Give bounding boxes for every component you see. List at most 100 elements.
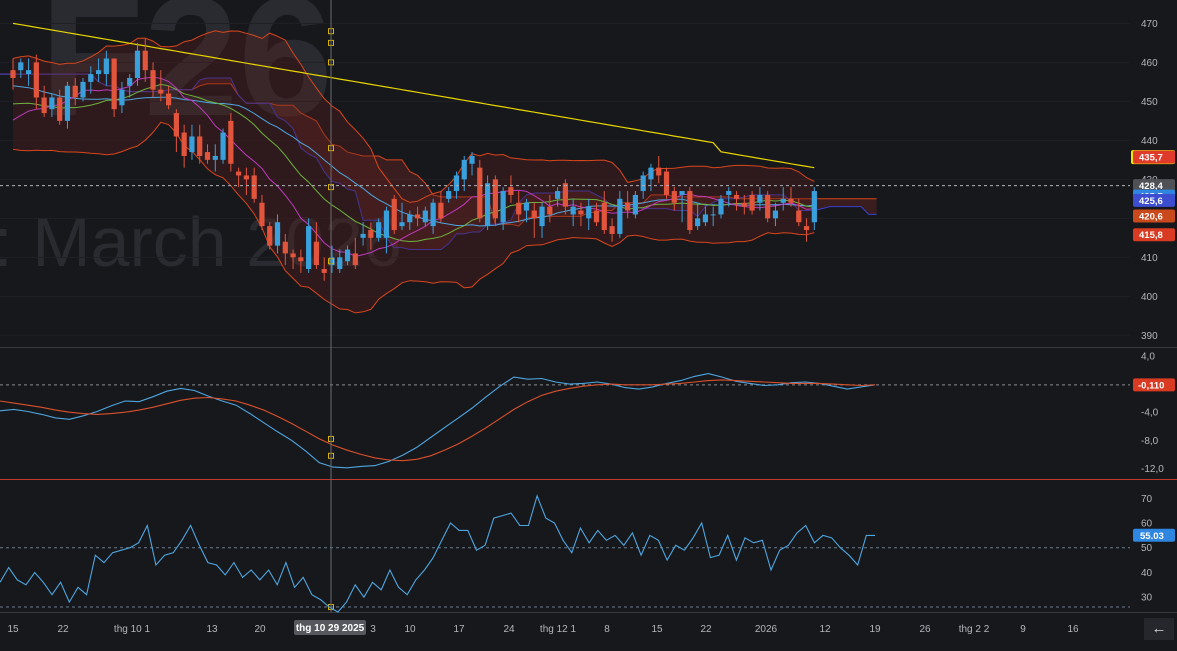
- time-axis[interactable]: 15 22 thg 10 1 13 20 3 10 17 24 thg 12 1 8 15 22 2026…: [7, 624, 1079, 635]
- price-tick-label: 450: [1141, 97, 1158, 108]
- time-tick-label: 24: [503, 624, 515, 635]
- candle-body: [469, 155, 475, 164]
- candle-body: [103, 58, 109, 75]
- candle-body: [702, 214, 709, 223]
- candle-body: [360, 233, 366, 238]
- candle-body: [313, 241, 320, 266]
- candle-body: [780, 198, 786, 203]
- candle-body: [88, 74, 94, 82]
- candle-body: [679, 191, 685, 195]
- macd-tick-label: -4,0: [1141, 408, 1159, 419]
- candle-body: [352, 253, 358, 266]
- macd-line: [0, 373, 876, 469]
- price-tick-label: 400: [1141, 292, 1158, 303]
- price-tick-label: 460: [1141, 58, 1158, 69]
- candle-body: [407, 214, 413, 223]
- bollinger-lower-line: [12, 121, 815, 314]
- time-tick-label: 13: [206, 624, 218, 635]
- candle-body: [251, 175, 257, 199]
- candle-body: [811, 191, 817, 223]
- candle-body: [555, 191, 561, 199]
- candle-body: [80, 81, 86, 98]
- candle-body: [57, 97, 63, 121]
- price-badge-label: 415,8: [1139, 230, 1163, 241]
- candle-body: [344, 249, 351, 262]
- candle-body: [274, 222, 281, 246]
- crosshair-date-label: thg 10 29 2025: [296, 623, 365, 634]
- bollinger-upper-line: [12, 30, 815, 203]
- candle-body: [399, 222, 405, 227]
- candle-body: [282, 241, 288, 254]
- candle-body: [695, 218, 701, 227]
- candle-body: [337, 257, 343, 270]
- macd-panel[interactable]: [0, 373, 1130, 469]
- rsi-tick-label: 60: [1141, 519, 1153, 530]
- time-tick-label: 19: [869, 624, 881, 635]
- candle-body: [733, 194, 740, 199]
- candle-body: [298, 257, 304, 262]
- rsi-value-label: 55.03: [1140, 531, 1164, 542]
- candle-body: [10, 70, 16, 78]
- price-tick-label: 410: [1141, 253, 1158, 264]
- candle-body: [609, 226, 615, 234]
- time-tick-label: 15: [7, 624, 19, 635]
- time-tick-label: 22: [700, 624, 712, 635]
- candle-body: [228, 120, 234, 164]
- candle-body: [321, 269, 327, 273]
- candle-body: [368, 230, 374, 238]
- candle-body: [772, 210, 779, 219]
- candle-body: [329, 257, 335, 266]
- candle-body: [18, 62, 24, 71]
- ma-long-line: [12, 22, 815, 169]
- candle-body: [220, 132, 226, 160]
- price-axis[interactable]: 390400410420430440450460470435,7428,4425…: [1131, 19, 1175, 604]
- time-tick-label: 8: [604, 624, 610, 635]
- candle-body: [500, 191, 506, 223]
- time-tick-label: 17: [453, 624, 465, 635]
- candle-body: [570, 206, 576, 215]
- ichimoku-cloud: [0, 74, 877, 250]
- price-tick-label: 440: [1141, 136, 1158, 147]
- candle-body: [204, 152, 211, 160]
- candle-body: [765, 194, 771, 219]
- price-panel[interactable]: [0, 22, 1130, 611]
- candle-body: [33, 62, 39, 98]
- candle-body: [516, 202, 522, 215]
- candle-body: [95, 70, 102, 75]
- watermark-description: r: March 2026: [0, 203, 402, 281]
- ma-10-line: [12, 76, 815, 258]
- scroll-to-latest-button[interactable]: ←: [1144, 618, 1174, 640]
- candle-body: [267, 226, 273, 246]
- candle-body: [593, 210, 600, 223]
- price-badge: [1133, 179, 1175, 193]
- time-tick-label: 10: [404, 624, 416, 635]
- price-badge: [1133, 150, 1175, 164]
- rsi-panel[interactable]: [0, 494, 1130, 613]
- macd-tick-label: 4,0: [1141, 352, 1155, 363]
- candle-body: [796, 210, 802, 223]
- candle-body: [508, 187, 514, 195]
- candle-body: [632, 194, 638, 215]
- candle-body: [72, 85, 78, 98]
- candle-body: [111, 58, 117, 110]
- candle-body: [687, 191, 693, 231]
- macd-tick-label: -8,0: [1141, 436, 1159, 447]
- time-tick-label: 26: [919, 624, 931, 635]
- rsi-tick-label: 50: [1141, 543, 1153, 554]
- candle-body: [25, 70, 32, 75]
- candle-body: [710, 214, 716, 216]
- candle-body: [383, 210, 390, 238]
- time-tick-label: 15: [651, 624, 663, 635]
- crosshair-date-badge: [294, 620, 366, 635]
- candle-body: [671, 191, 677, 203]
- price-tick-label: 390: [1141, 331, 1158, 342]
- price-badge-label: 425,6: [1139, 196, 1163, 207]
- price-badge-label: 420,6: [1139, 211, 1163, 222]
- candle-body: [236, 171, 242, 176]
- candle-body: [453, 175, 460, 192]
- rsi-line: [0, 494, 875, 613]
- candle-body: [414, 214, 421, 219]
- candle-body: [640, 175, 646, 192]
